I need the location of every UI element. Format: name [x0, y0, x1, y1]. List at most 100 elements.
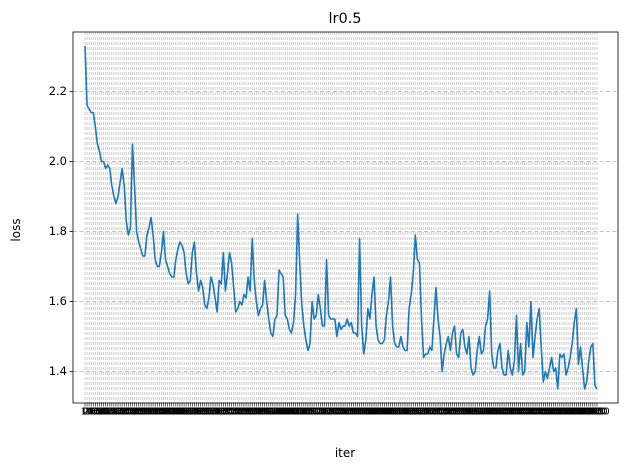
- x-tick-label: 500: [179, 406, 198, 417]
- x-tick-label: 2180: [522, 406, 547, 417]
- x-tick-label: 1100: [299, 406, 324, 417]
- x-tick-label: 1850: [454, 406, 479, 417]
- x-tick-label: 2250: [537, 406, 562, 417]
- x-tick-label: 70: [93, 406, 106, 417]
- x-tick-label: 2260: [539, 406, 564, 417]
- x-tick-label: 700: [220, 406, 239, 417]
- x-tick-label: 1840: [452, 406, 477, 417]
- x-tick-label: 1570: [396, 406, 421, 417]
- x-tick-label: 2370: [562, 406, 587, 417]
- x-tick-label: 2230: [533, 406, 558, 417]
- x-tick-label: 1780: [440, 406, 465, 417]
- x-tick-label: 1040: [287, 406, 312, 417]
- x-tick-label: 1320: [345, 406, 370, 417]
- x-tick-label: 140: [104, 406, 123, 417]
- x-tick-label: 1230: [326, 406, 351, 417]
- y-tick-label: 1.6: [49, 294, 67, 308]
- x-tick-label: 860: [253, 406, 272, 417]
- x-tick-label: 1210: [322, 406, 347, 417]
- chart-title: lr0.5: [328, 11, 361, 27]
- x-tick-label: 290: [135, 406, 154, 417]
- x-tick-label: 890: [259, 406, 278, 417]
- x-tick-label: 780: [236, 406, 255, 417]
- x-tick-label: 640: [208, 406, 227, 417]
- x-tick-label: 1970: [479, 406, 504, 417]
- x-tick-label: 1440: [370, 406, 395, 417]
- x-tick-label: 210: [119, 406, 138, 417]
- x-tick-label: 850: [251, 406, 270, 417]
- x-tick-label: 960: [274, 406, 293, 417]
- x-tick-label: 1060: [291, 406, 316, 417]
- x-tick-label: 2070: [500, 406, 525, 417]
- x-tick-label: 1870: [458, 406, 483, 417]
- x-tick-label: 530: [185, 406, 204, 417]
- x-tick-label: 1260: [332, 406, 357, 417]
- x-tick-label: 2040: [493, 406, 518, 417]
- x-tick-label: 10: [81, 406, 94, 417]
- x-tick-label: 1980: [481, 406, 506, 417]
- x-tick-label: 300: [137, 406, 156, 417]
- x-tick-label: 1920: [469, 406, 494, 417]
- x-tick-label: 1030: [285, 406, 310, 417]
- x-tick-label: 590: [197, 406, 216, 417]
- x-tick-label: 260: [129, 406, 148, 417]
- x-tick-label: 2090: [504, 406, 529, 417]
- x-tick-label: 2410: [570, 406, 595, 417]
- y-tick-label: 1.4: [49, 364, 67, 378]
- x-tick-label: 1580: [398, 406, 423, 417]
- x-tick-label: 1070: [293, 406, 318, 417]
- x-tick-label: 660: [212, 406, 231, 417]
- x-tick-label: 150: [106, 406, 125, 417]
- x-tick-label: 1430: [367, 406, 392, 417]
- x-tick-label: 2020: [489, 406, 514, 417]
- x-tick-label: 1010: [281, 406, 306, 417]
- x-tick-label: 1810: [446, 406, 471, 417]
- x-tick-label: 680: [216, 406, 235, 417]
- x-tick-label: 610: [201, 406, 220, 417]
- x-tick-label: 2420: [572, 406, 597, 417]
- loss-series-line: [84, 45, 598, 390]
- x-tick-label: 1890: [462, 406, 487, 417]
- x-tick-label: 570: [193, 406, 212, 417]
- x-tick-label: 1380: [357, 406, 382, 417]
- x-tick-label: 450: [168, 406, 187, 417]
- x-tick-label: 1140: [308, 406, 333, 417]
- x-tick-label: 650: [210, 406, 229, 417]
- x-tick-label: 2060: [498, 406, 523, 417]
- x-tick-label: 1720: [427, 406, 452, 417]
- x-tick-label: 2100: [506, 406, 531, 417]
- x-tick-label: 1550: [392, 406, 417, 417]
- x-tick-label: 1880: [460, 406, 485, 417]
- x-tick-label: 30: [85, 406, 98, 417]
- x-tick-label: 920: [265, 406, 284, 417]
- x-tick-label: 2050: [495, 406, 520, 417]
- x-tick-label: 50: [89, 406, 102, 417]
- x-tick-label: 1710: [425, 406, 450, 417]
- x-tick-label: 690: [218, 406, 237, 417]
- x-tick-label: 2290: [545, 406, 570, 417]
- x-tick-label: 1020: [283, 406, 308, 417]
- x-tick-label: 580: [195, 406, 214, 417]
- x-tick-label: 1410: [363, 406, 388, 417]
- x-tick-label: 790: [239, 406, 258, 417]
- x-tick-label: 1790: [442, 406, 467, 417]
- x-tick-label: 1490: [380, 406, 405, 417]
- x-tick-label: 330: [144, 406, 163, 417]
- x-tick-label: 480: [175, 406, 194, 417]
- x-tick-label: 1800: [444, 406, 469, 417]
- x-tick-label: 2120: [510, 406, 535, 417]
- x-tick-label: 2190: [524, 406, 549, 417]
- x-tick-label: 1700: [423, 406, 448, 417]
- x-tick-label: 2200: [526, 406, 551, 417]
- x-tick-label: 190: [115, 406, 134, 417]
- x-tick-label: 1450: [372, 406, 397, 417]
- x-tick-label: 1290: [339, 406, 364, 417]
- x-tick-label: 2110: [508, 406, 533, 417]
- x-tick-label: 2480: [584, 406, 609, 417]
- x-tick-label: 1520: [386, 406, 411, 417]
- x-tick-label: 840: [249, 406, 268, 417]
- x-tick-label: 940: [270, 406, 289, 417]
- x-tick-label: 1560: [394, 406, 419, 417]
- x-tick-label: 1690: [421, 406, 446, 417]
